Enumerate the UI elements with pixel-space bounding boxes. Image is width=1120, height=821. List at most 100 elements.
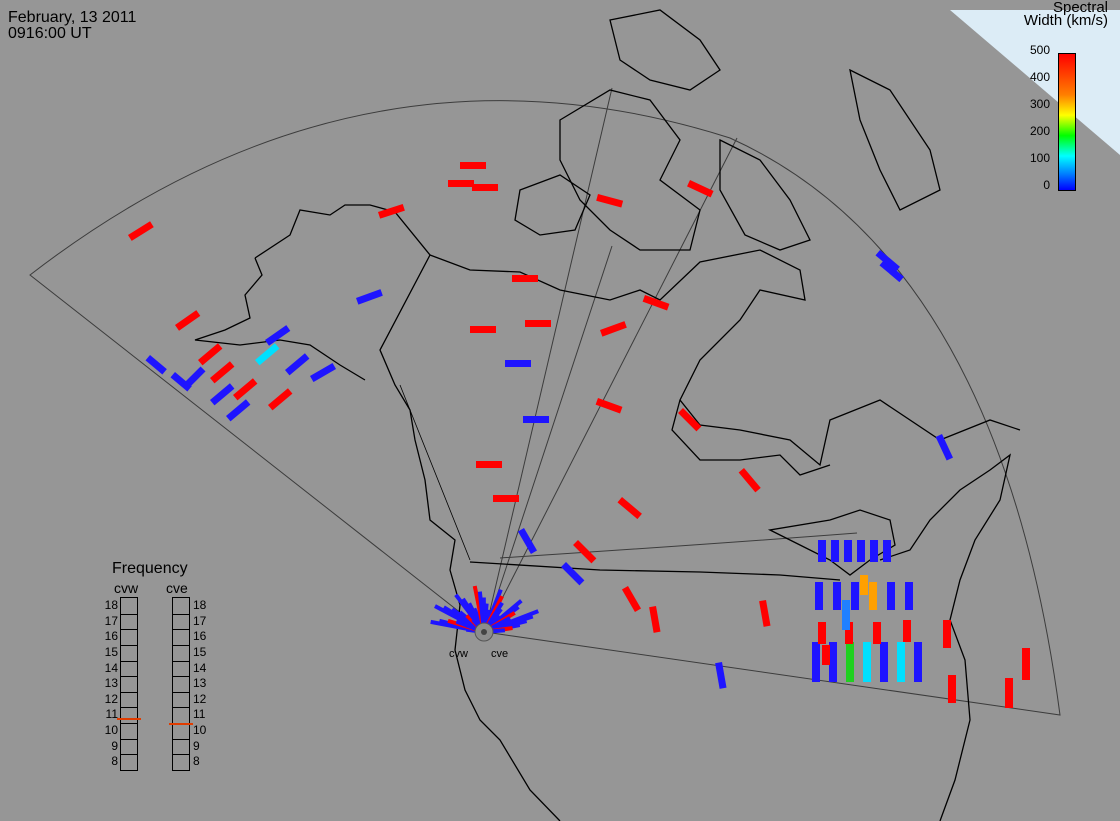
echo-cell [595, 398, 623, 414]
frequency-gridline [121, 660, 137, 662]
echo-cell [914, 642, 922, 682]
echo-cell [815, 582, 823, 610]
echo-cell [573, 540, 597, 564]
frequency-label-cvw: cvw [114, 580, 139, 596]
frequency-tick: 10 [193, 723, 207, 738]
frequency-tick: 15 [193, 644, 207, 659]
frequency-gridline [173, 707, 189, 709]
echo-cell [265, 325, 291, 346]
echo-cell [759, 599, 771, 627]
echo-cell [833, 582, 841, 610]
frequency-title: Frequency [112, 560, 188, 577]
frequency-tick: 8 [193, 754, 200, 769]
colorbar [1058, 53, 1076, 191]
greenland-corner [950, 10, 1120, 155]
echo-cell [255, 343, 280, 366]
echo-cell [210, 383, 235, 406]
echo-cell [818, 540, 826, 562]
frequency-gridline [121, 754, 137, 756]
echo-cell [873, 622, 881, 644]
echo-cell [198, 343, 223, 366]
echo-cell [642, 295, 670, 311]
echo-cell [617, 497, 642, 520]
colorbar-tick-100: 100 [1029, 151, 1050, 165]
echo-cell [268, 388, 293, 411]
frequency-tick: 17 [104, 613, 118, 628]
echo-cell [517, 528, 537, 555]
echo-cell [174, 310, 201, 331]
frequency-gridline [173, 676, 189, 678]
colorbar-tick-200: 200 [1029, 124, 1050, 138]
echo-cell [829, 642, 837, 682]
colorbar-title-2: Width (km/s) [1023, 12, 1108, 29]
coastlines [194, 9, 1021, 821]
echo-cell [1005, 678, 1013, 708]
echo-cell [448, 180, 474, 187]
echo-cell [185, 366, 206, 387]
echo-cell [860, 575, 868, 595]
frequency-gridline [121, 676, 137, 678]
echo-cell [470, 326, 496, 333]
echo-cell [822, 645, 830, 665]
echo-cell [310, 363, 337, 383]
frequency-tick: 16 [104, 629, 118, 644]
echo-cell [905, 582, 913, 610]
echo-cell [600, 321, 627, 337]
frequency-tick: 13 [104, 676, 118, 691]
echo-cell [844, 540, 852, 562]
frequency-gridline [121, 629, 137, 631]
frequency-tick: 14 [193, 660, 207, 675]
echo-cell [460, 162, 486, 169]
frequency-tick: 9 [193, 738, 200, 753]
echo-cell [678, 408, 702, 432]
frequency-gridline [173, 613, 189, 615]
echo-cell [596, 194, 624, 208]
echo-cell [378, 203, 405, 219]
echo-cell [870, 540, 878, 562]
echo-cell [846, 642, 854, 682]
frequency-tick: 8 [111, 754, 118, 769]
echo-cell [285, 353, 310, 376]
echo-cell [875, 250, 900, 273]
frequency-gridline [173, 691, 189, 693]
borders [379, 254, 471, 561]
echo-cell [226, 399, 251, 422]
frequency-tick: 12 [193, 691, 207, 706]
echo-cell [738, 468, 761, 493]
echo-cell [127, 221, 154, 241]
colorbar-tick-0: 0 [1043, 178, 1050, 192]
echo-cell [525, 320, 551, 327]
echo-cell [493, 495, 519, 502]
echo-cell [883, 540, 891, 562]
echo-cell [649, 605, 661, 633]
echo-cell [561, 561, 585, 586]
field-of-view [29, 87, 1061, 716]
frequency-gridline [121, 644, 137, 646]
echo-cell [505, 360, 531, 367]
echo-cell [842, 600, 850, 630]
echo-cell [851, 582, 859, 610]
frequency-tick: 18 [104, 598, 118, 612]
echo-cell [233, 378, 258, 401]
date-label: February, 13 2011 [8, 9, 137, 26]
frequency-tick: 10 [104, 723, 118, 738]
frequency-tick: 16 [193, 629, 207, 644]
frequency-marker [169, 723, 193, 726]
colorbar-tick-500: 500 [1029, 43, 1050, 57]
colorbar-tick-300: 300 [1029, 97, 1050, 111]
frequency-gridline [173, 629, 189, 631]
echo-cell [845, 622, 853, 644]
echo-cell [715, 662, 727, 689]
echo-cell [880, 642, 888, 682]
colorbar-title-1: Spectral [1052, 0, 1108, 16]
frequency-tick: 12 [104, 691, 118, 706]
echo-cell [210, 361, 235, 384]
frequency-gridline [121, 707, 137, 709]
echo-cell [948, 675, 956, 703]
frequency-tick: 13 [193, 676, 207, 691]
echo-cell [523, 416, 549, 423]
echo-cell [831, 540, 839, 562]
echo-cell [356, 289, 383, 305]
